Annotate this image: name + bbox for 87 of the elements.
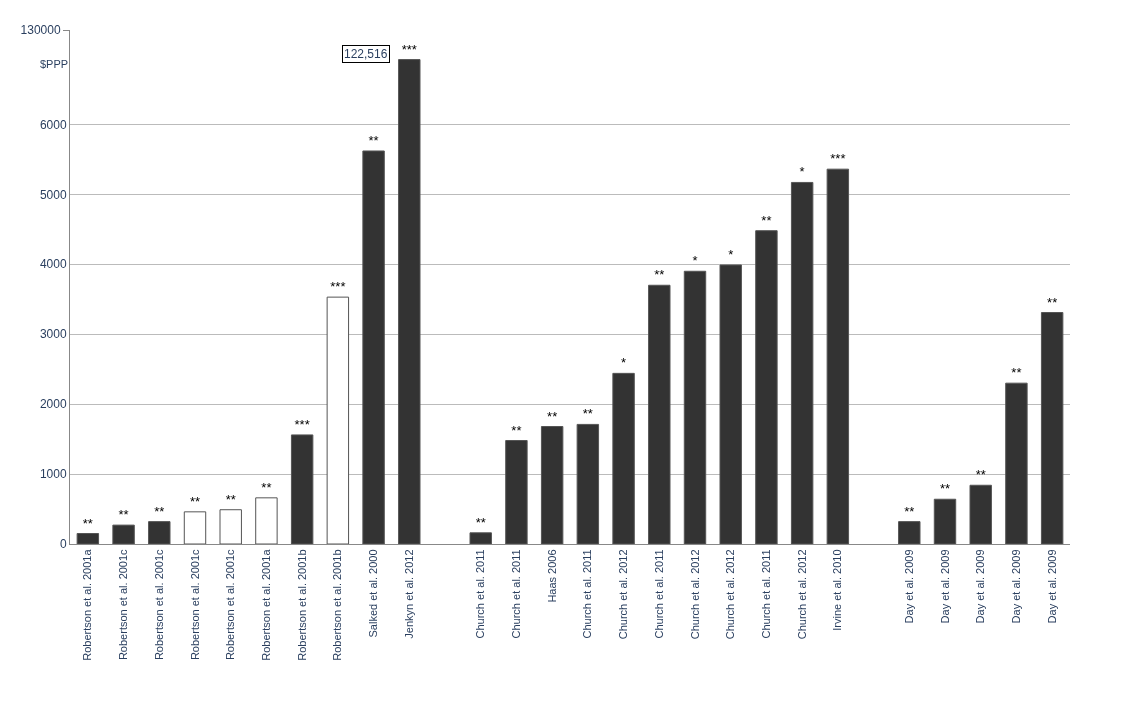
bar <box>112 524 135 544</box>
bar <box>469 532 492 544</box>
x-tick-label: Church et al. 2012 <box>688 549 701 640</box>
data-label: *** <box>401 41 417 57</box>
bar <box>290 434 314 544</box>
y-axis-title: $PPP <box>40 58 69 70</box>
x-tick-label: Church et al. 2011 <box>652 549 665 639</box>
y-tick-label: 1000 <box>39 467 67 482</box>
data-label: ** <box>118 507 129 523</box>
y-tick-label: 6000 <box>39 117 67 132</box>
data-label: * <box>728 246 734 262</box>
y-tick-label: 0 <box>59 537 67 552</box>
bar <box>826 168 850 544</box>
data-label: ** <box>368 132 379 148</box>
x-tick-label: Day et al. 2009 <box>902 549 915 624</box>
bar <box>898 521 921 544</box>
x-tick-label: Church et al. 2011 <box>510 549 523 639</box>
data-label: *** <box>830 151 846 167</box>
data-label: ** <box>225 491 236 507</box>
x-tick-label: Robertson et al. 2001a <box>260 548 273 661</box>
data-label: ** <box>904 503 915 519</box>
data-label: * <box>799 164 805 180</box>
bar <box>576 423 600 544</box>
x-tick-label: Robertson et al. 2001c <box>224 548 237 661</box>
data-label: ** <box>475 514 486 530</box>
data-label: ** <box>939 481 951 497</box>
data-label: ** <box>1047 294 1058 310</box>
data-label: ** <box>761 212 772 228</box>
x-tick-label: Robertson et al. 2001c <box>188 548 201 661</box>
y2-tick-label: 130000 <box>20 23 61 38</box>
bar <box>148 521 171 544</box>
x-tick-label: Irvine et al. 2010 <box>831 549 844 631</box>
x-tick-label: Church et al. 2011 <box>474 549 487 639</box>
annotation: 122,516 <box>344 47 388 61</box>
bar <box>76 533 100 544</box>
x-tick-label: Church et al. 2012 <box>795 549 808 640</box>
x-tick-label: Robertson et al. 2001b <box>331 549 344 661</box>
y-tick-label: 2000 <box>39 397 67 412</box>
x-tick-label: Jenkyn et al. 2012 <box>402 549 415 639</box>
x-tick-label: Robertson et al. 2001b <box>295 549 308 661</box>
data-label: ** <box>511 422 522 438</box>
data-label: *** <box>330 279 346 295</box>
data-label: ** <box>82 515 93 531</box>
data-label: ** <box>547 408 558 424</box>
data-label: *** <box>294 416 310 432</box>
bar <box>540 426 564 544</box>
y-tick-label: 5000 <box>39 187 67 202</box>
data-label: * <box>692 253 698 269</box>
bar <box>683 270 707 544</box>
data-label: ** <box>975 467 986 483</box>
x-tick-label: Salked et al. 2000 <box>367 549 380 638</box>
bar <box>648 284 671 544</box>
x-tick-label: Robertson et al. 2001a <box>81 548 94 661</box>
bar <box>790 181 814 544</box>
bar <box>505 440 528 544</box>
x-tick-label: Day et al. 2009 <box>1010 549 1023 624</box>
x-tick-label: Church et al. 2011 <box>760 549 773 639</box>
x-tick-label: Robertson et al. 2001c <box>117 548 130 661</box>
bar <box>1005 382 1028 544</box>
x-tick-label: Day et al. 2009 <box>938 549 951 624</box>
data-label: ** <box>654 267 665 283</box>
x-tick-label: Day et al. 2009 <box>1045 549 1058 624</box>
bar <box>1040 312 1064 544</box>
bar <box>612 372 635 544</box>
bar <box>326 296 350 544</box>
bar <box>933 498 957 544</box>
x-tick-label: Church et al. 2011 <box>581 549 594 639</box>
bar <box>719 264 742 544</box>
x-tick-label: Robertson et al. 2001c <box>152 548 165 661</box>
data-label: ** <box>261 479 272 495</box>
data-label: ** <box>1011 365 1022 381</box>
bar <box>362 150 385 544</box>
data-label: ** <box>189 493 201 509</box>
x-tick-label: Church et al. 2012 <box>724 549 737 640</box>
data-label: ** <box>582 406 593 422</box>
y-tick-label: 4000 <box>39 257 67 272</box>
bar <box>255 497 278 544</box>
y-tick-label: 3000 <box>39 327 67 342</box>
data-label: * <box>621 355 627 371</box>
bar <box>969 484 992 544</box>
x-tick-label: Haas 2006 <box>545 549 558 603</box>
bar <box>755 230 778 544</box>
bar <box>183 511 207 544</box>
data-label: ** <box>154 503 165 519</box>
x-tick-label: Church et al. 2012 <box>617 549 630 640</box>
bar <box>219 509 242 544</box>
x-tick-label: Day et al. 2009 <box>974 549 987 624</box>
